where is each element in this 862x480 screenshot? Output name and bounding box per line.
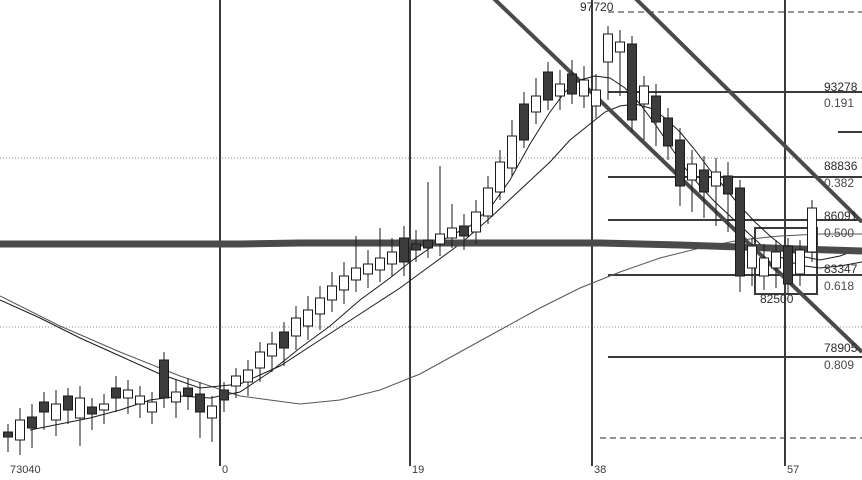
candle-body[interactable] xyxy=(195,393,205,413)
candle-body[interactable] xyxy=(219,389,229,401)
x-axis-tick-label: 73040 xyxy=(10,464,41,476)
fib-ratio-label: 0.382 xyxy=(824,176,855,190)
candle-body[interactable] xyxy=(75,397,85,419)
candle-body[interactable] xyxy=(747,245,757,269)
candle-body[interactable] xyxy=(615,41,625,53)
candle-body[interactable] xyxy=(567,73,577,95)
candle-body[interactable] xyxy=(351,267,361,281)
moving-average-lines xyxy=(0,75,862,431)
candle-body[interactable] xyxy=(135,395,145,405)
candle-body[interactable] xyxy=(39,401,49,413)
candle-body[interactable] xyxy=(783,245,793,285)
candle-body[interactable] xyxy=(255,351,265,369)
candle-body[interactable] xyxy=(627,43,637,121)
candle-body[interactable] xyxy=(387,251,397,265)
fib-price-label: 88836 xyxy=(824,159,858,173)
candle-body[interactable] xyxy=(111,387,121,399)
candle-body[interactable] xyxy=(639,85,649,105)
fib-ratio-label: 0.809 xyxy=(824,358,855,372)
x-axis-tick-label: 0 xyxy=(222,464,229,476)
ma-fast-line xyxy=(29,75,862,431)
candle-body[interactable] xyxy=(435,233,445,245)
candle-body[interactable] xyxy=(711,171,721,187)
candle-body[interactable] xyxy=(735,187,745,277)
candle-body[interactable] xyxy=(495,161,505,193)
fib-ratio-label: 0.618 xyxy=(824,279,855,293)
candle-body[interactable] xyxy=(363,263,373,275)
candle-body[interactable] xyxy=(3,431,13,438)
fib-price-label: 86091 xyxy=(824,209,858,223)
candle-body[interactable] xyxy=(759,257,769,277)
candle-body[interactable] xyxy=(579,79,589,97)
box-price-annotation: 82500 xyxy=(760,292,794,306)
fib-ratio-label: 0.191 xyxy=(824,96,855,110)
candle-body[interactable] xyxy=(27,416,37,429)
candle-body[interactable] xyxy=(807,207,817,253)
candle-body[interactable] xyxy=(87,406,97,415)
candle-body[interactable] xyxy=(411,243,421,251)
candle-body[interactable] xyxy=(267,343,277,357)
candle-body[interactable] xyxy=(171,391,181,403)
candlestick-series xyxy=(3,26,817,455)
candle-body[interactable] xyxy=(303,309,313,327)
ma-mid-line xyxy=(0,103,862,389)
x-axis-tick-label: 57 xyxy=(787,464,800,476)
candle-body[interactable] xyxy=(483,187,493,217)
x-axis-tick-label: 38 xyxy=(594,464,607,476)
candle-body[interactable] xyxy=(795,249,805,275)
candle-body[interactable] xyxy=(159,359,169,399)
candle-body[interactable] xyxy=(243,369,253,383)
fib-price-label: 83347 xyxy=(824,262,858,276)
candle-body[interactable] xyxy=(459,225,469,237)
candle-body[interactable] xyxy=(207,405,217,419)
candle-body[interactable] xyxy=(771,251,781,269)
candle-body[interactable] xyxy=(279,331,289,349)
candle-body[interactable] xyxy=(231,375,241,387)
candle-body[interactable] xyxy=(63,395,73,411)
candle-body[interactable] xyxy=(99,403,109,411)
candle-body[interactable] xyxy=(15,419,25,441)
candle-body[interactable] xyxy=(591,89,601,107)
candle-body[interactable] xyxy=(447,227,457,239)
ma-long-thick-line xyxy=(0,239,862,255)
trendline[interactable] xyxy=(487,0,862,354)
fib-ratio-label: 0.500 xyxy=(824,226,855,240)
candle-body[interactable] xyxy=(375,257,385,271)
vertical-gridlines xyxy=(219,0,786,466)
candle-body[interactable] xyxy=(555,83,565,97)
candle-body[interactable] xyxy=(519,103,529,141)
candle-body[interactable] xyxy=(699,169,709,193)
candle-body[interactable] xyxy=(471,211,481,233)
candle-body[interactable] xyxy=(531,95,541,113)
candle-body[interactable] xyxy=(51,403,61,421)
candle-body[interactable] xyxy=(123,389,133,399)
candle-body[interactable] xyxy=(543,71,553,101)
candle-body[interactable] xyxy=(339,275,349,291)
trendlines xyxy=(487,0,862,354)
candle-body[interactable] xyxy=(183,387,193,397)
candle-body[interactable] xyxy=(507,135,517,169)
candle-body[interactable] xyxy=(651,95,661,123)
candle-body[interactable] xyxy=(423,239,433,249)
fib-price-label: 93278 xyxy=(824,80,858,94)
candle-body[interactable] xyxy=(327,285,337,301)
candle-body[interactable] xyxy=(603,33,613,63)
x-axis-tick-label: 19 xyxy=(412,464,425,476)
candle-body[interactable] xyxy=(147,401,157,413)
candle-body[interactable] xyxy=(723,175,733,195)
candle-body[interactable] xyxy=(663,117,673,147)
ma-slow-line xyxy=(0,233,862,405)
peak-price-annotation: 97720 xyxy=(580,0,614,14)
fib-price-label: 78905 xyxy=(824,341,858,355)
candle-body[interactable] xyxy=(687,163,697,181)
candle-body[interactable] xyxy=(315,297,325,315)
candle-body[interactable] xyxy=(291,317,301,337)
trendline[interactable] xyxy=(632,0,862,224)
candle-body[interactable] xyxy=(675,139,685,187)
candle-body[interactable] xyxy=(399,237,409,263)
